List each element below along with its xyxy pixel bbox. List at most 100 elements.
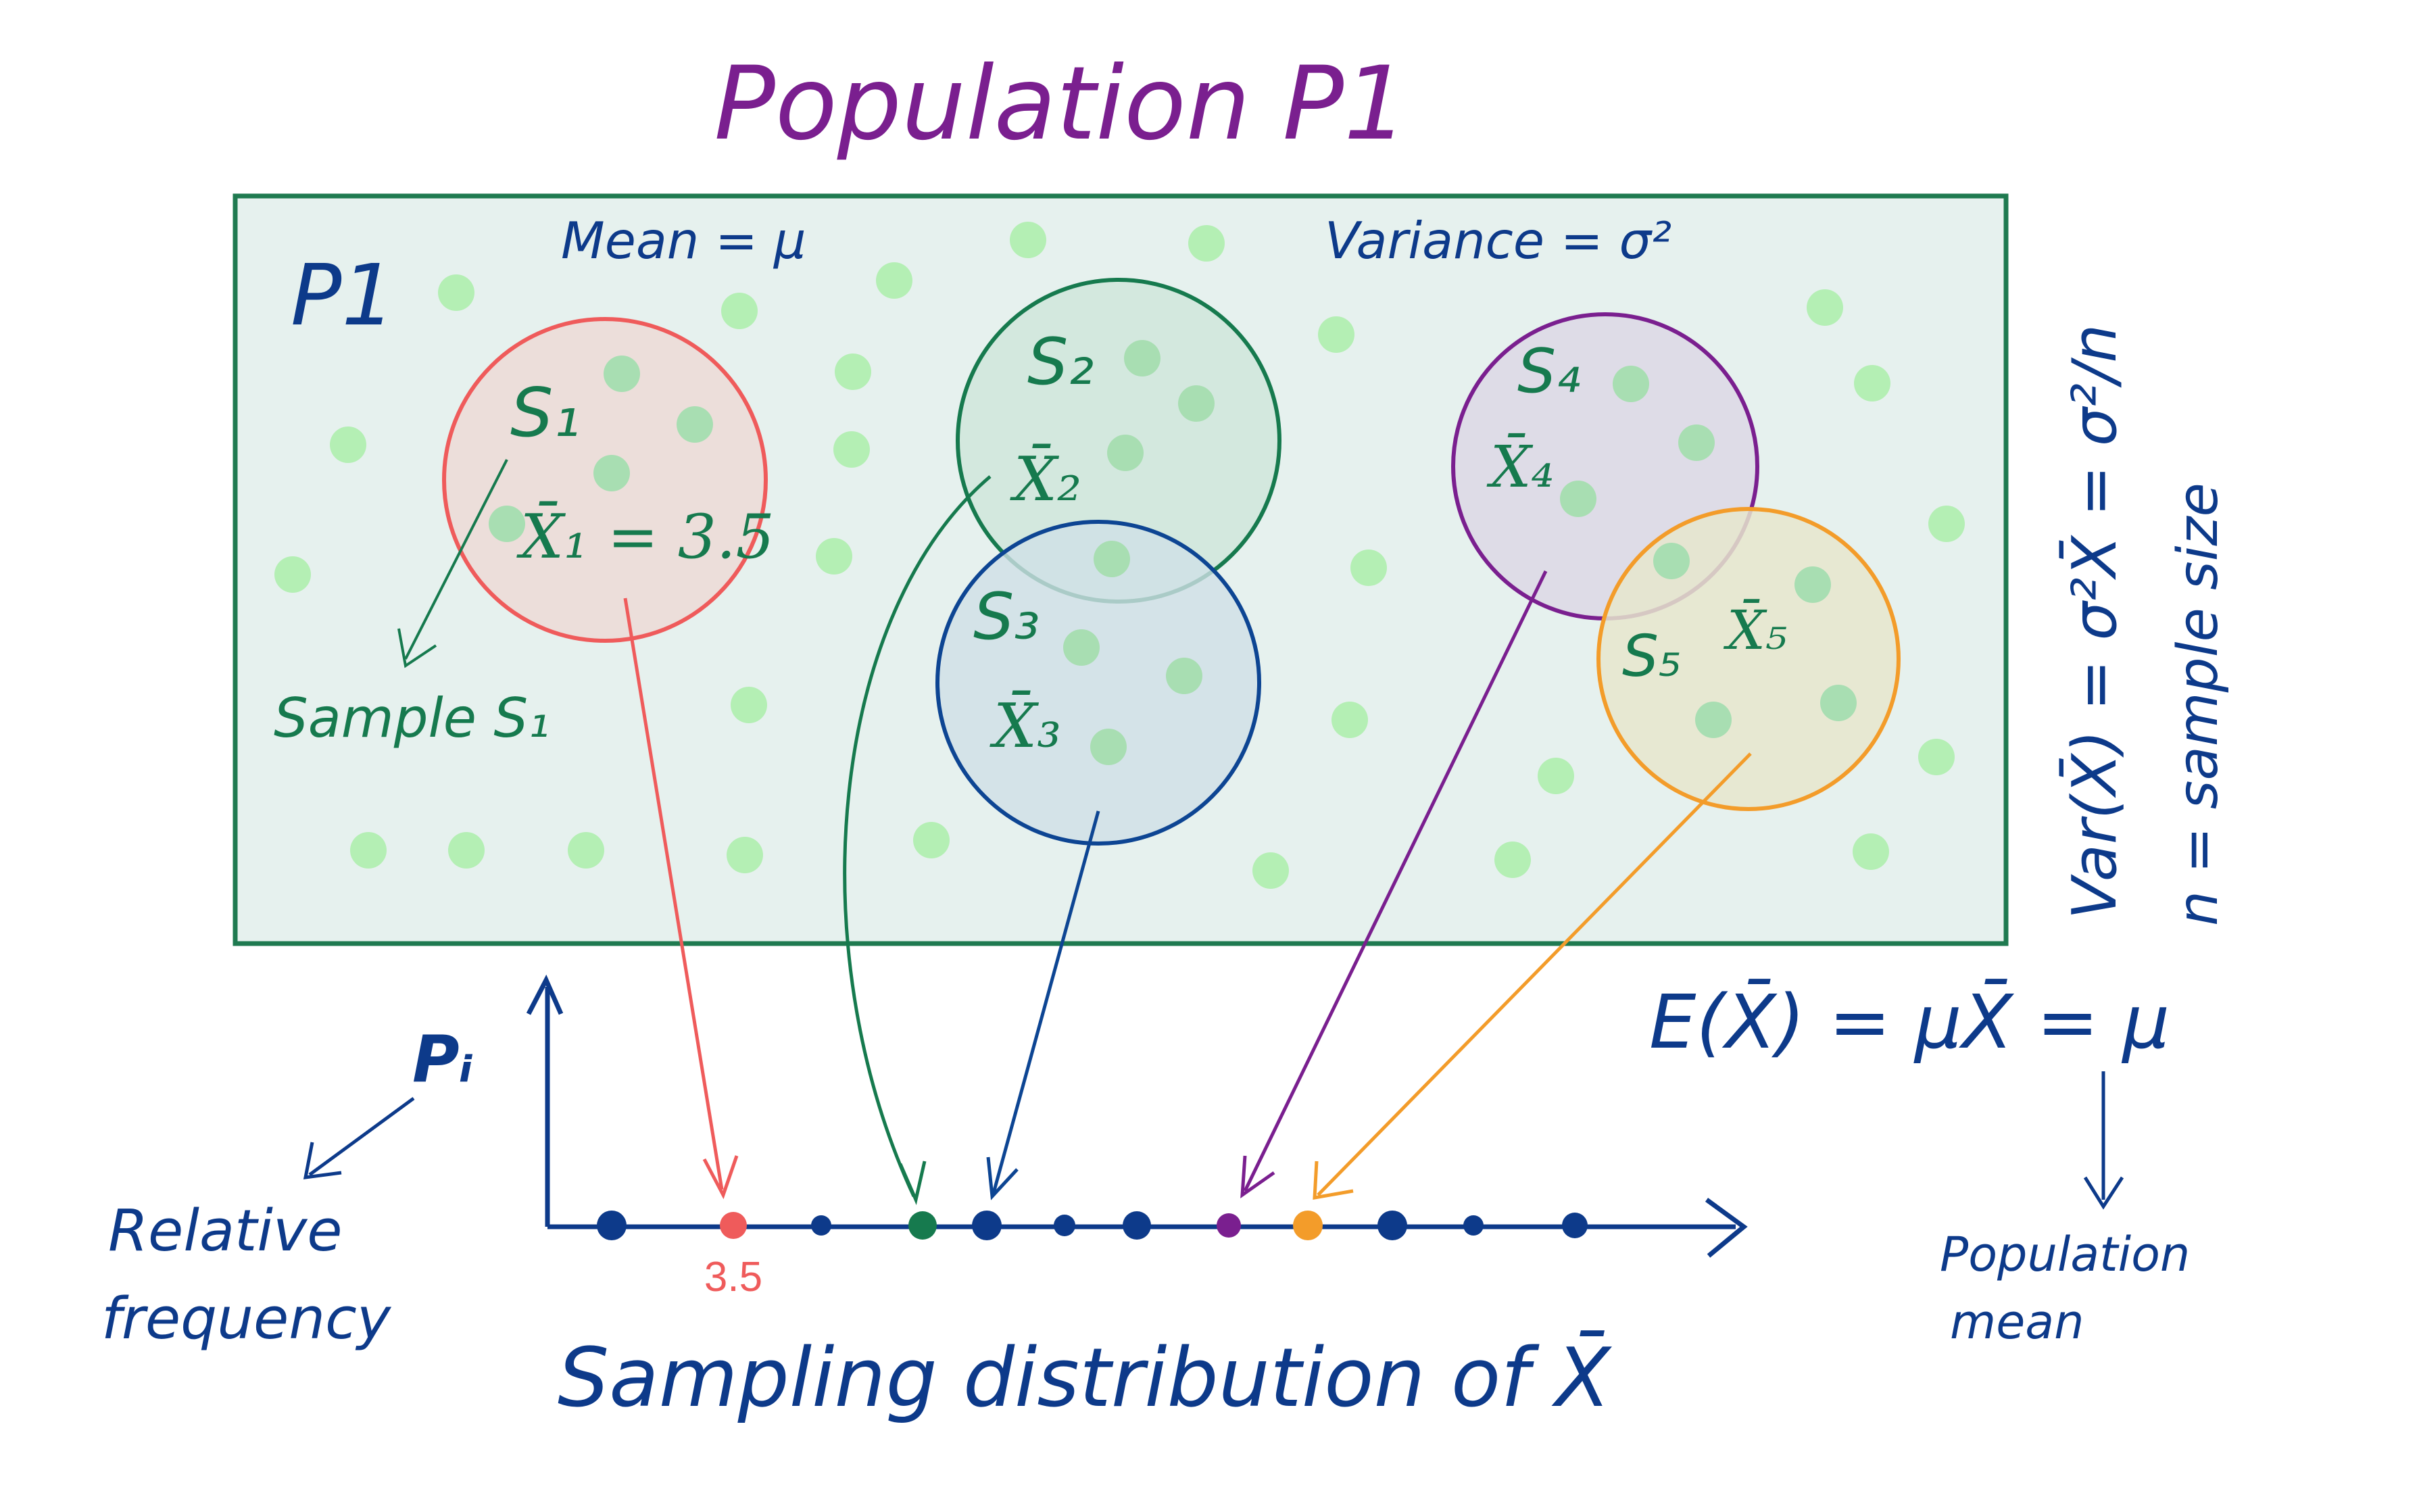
- population-dot: [330, 426, 366, 463]
- population-dot: [568, 832, 604, 869]
- sample-dot: [1166, 658, 1202, 694]
- population-dot: [1494, 842, 1531, 878]
- population-dot: [1318, 316, 1354, 353]
- arrowhead-s2: [898, 1161, 927, 1205]
- population-mean-note: Population mean: [1940, 1227, 2205, 1350]
- sample-note-arrow: [404, 459, 508, 660]
- sample-dot: [604, 356, 640, 392]
- sample-s3-mean: X̄₃: [989, 690, 1061, 762]
- sample-s5-name: S₅: [1622, 623, 1682, 690]
- sample-s1-name: S₁: [510, 373, 581, 452]
- arrow-s5: [1317, 752, 1752, 1196]
- population-dot: [721, 293, 758, 329]
- distribution-point: [1463, 1215, 1484, 1236]
- sample-dot: [1178, 385, 1215, 422]
- population-dot: [1010, 222, 1046, 258]
- x-tick-label: 3.5: [704, 1254, 762, 1300]
- distribution-point: [597, 1211, 627, 1240]
- y-note-arrow: [308, 1096, 415, 1177]
- population-dot: [1538, 758, 1574, 794]
- distribution-point: [1562, 1213, 1588, 1238]
- distribution-point: [1054, 1215, 1075, 1236]
- sample-s3-name: S₃: [973, 580, 1040, 654]
- population-dot: [816, 538, 852, 575]
- distribution-point: [811, 1215, 831, 1236]
- variance-formula: Var(X̄) = σ²X̄ = σ²/n: [2059, 324, 2130, 919]
- sample-dot: [1820, 685, 1857, 721]
- population-dot: [350, 832, 387, 869]
- sample-s5-mean: X̄₅: [1723, 598, 1787, 662]
- distribution-point-s3: [972, 1211, 1002, 1240]
- population-dot: [1853, 833, 1889, 870]
- distribution-point-s5: [1293, 1211, 1323, 1240]
- sample-dot: [489, 506, 525, 542]
- mean-label: Mean = μ: [561, 211, 806, 270]
- distribution-point-s4: [1217, 1213, 1241, 1238]
- sample-dot: [593, 455, 630, 491]
- population-dot: [438, 274, 474, 311]
- arrow-s4: [1243, 570, 1548, 1192]
- distribution-point: [1123, 1211, 1151, 1240]
- sample-dot: [1063, 629, 1100, 666]
- arrowhead-s1: [702, 1155, 739, 1200]
- sample-s3: S₃ X̄₃: [935, 520, 1261, 846]
- sample-note: Sample S₁: [274, 687, 549, 750]
- population-dot: [1331, 702, 1368, 738]
- sample-note-arrowhead: [397, 628, 437, 668]
- population-dot: [448, 832, 485, 869]
- population-dot: [274, 556, 311, 593]
- population-dot: [876, 262, 912, 299]
- sample-s2-name: S₂: [1027, 325, 1094, 399]
- sample-dot: [677, 406, 713, 443]
- sample-s4-mean: X̄₄: [1486, 433, 1555, 501]
- population-dot: [833, 431, 870, 468]
- arrowhead-s5: [1313, 1161, 1354, 1200]
- variance-label: Variance = σ²: [1325, 211, 1671, 270]
- sample-s5: S₅ X̄₅: [1596, 507, 1901, 811]
- sample-dot: [1124, 340, 1160, 376]
- axis-caption: Sampling distribution of X̄: [558, 1330, 1613, 1425]
- sample-size-note: n = sample size: [2166, 483, 2230, 926]
- diagram-title: Population P1: [714, 45, 1408, 163]
- sample-dot: [1560, 481, 1596, 517]
- y-axis-arrowhead: [526, 974, 564, 1015]
- sample-s1-mean: X̄₁ = 3.5: [516, 501, 775, 572]
- population-dot: [1807, 289, 1843, 326]
- sampling-distribution-points: [597, 1211, 1588, 1240]
- distribution-point-s1: [720, 1212, 747, 1239]
- y-axis-label: Pᵢ: [412, 1023, 473, 1097]
- sample-dot: [1653, 543, 1690, 579]
- population-dot: [1252, 852, 1289, 889]
- sample-s4-name: S₄: [1517, 336, 1580, 407]
- population-label: P1: [291, 247, 395, 345]
- arrow-s2: [843, 475, 992, 1198]
- y-note-arrowhead: [303, 1142, 342, 1179]
- sample-dot: [1678, 424, 1715, 461]
- distribution-point: [1377, 1211, 1407, 1240]
- population-dot: [1188, 225, 1225, 262]
- population-dot: [731, 687, 767, 723]
- x-axis-arrowhead: [1705, 1198, 1748, 1258]
- sample-dot: [1695, 702, 1732, 738]
- sample-s1: S₁ X̄₁ = 3.5: [442, 317, 775, 643]
- arrowhead-s3: [986, 1156, 1019, 1200]
- population-dots: [274, 222, 1965, 889]
- population-dot: [1928, 506, 1965, 542]
- sample-dot: [1613, 366, 1649, 402]
- arrowhead-s4: [1240, 1155, 1275, 1199]
- population-dot: [835, 353, 871, 390]
- sample-dot: [1090, 729, 1127, 765]
- sample-dot: [1794, 566, 1831, 603]
- population-dot: [727, 837, 763, 873]
- population-dot: [1350, 550, 1387, 586]
- population-dot: [913, 822, 950, 858]
- sample-s3-circle: [935, 520, 1261, 846]
- sample-dot: [1107, 435, 1144, 471]
- population-dot: [1918, 739, 1955, 775]
- sample-s2: S₂ X̄₂: [956, 278, 1281, 604]
- expectation-formula: E(X̄) = μX̄ = μ: [1649, 979, 2170, 1065]
- arrow-s3: [992, 810, 1100, 1194]
- distribution-point-s2: [908, 1211, 937, 1240]
- sample-s2-mean: X̄₂: [1010, 443, 1081, 515]
